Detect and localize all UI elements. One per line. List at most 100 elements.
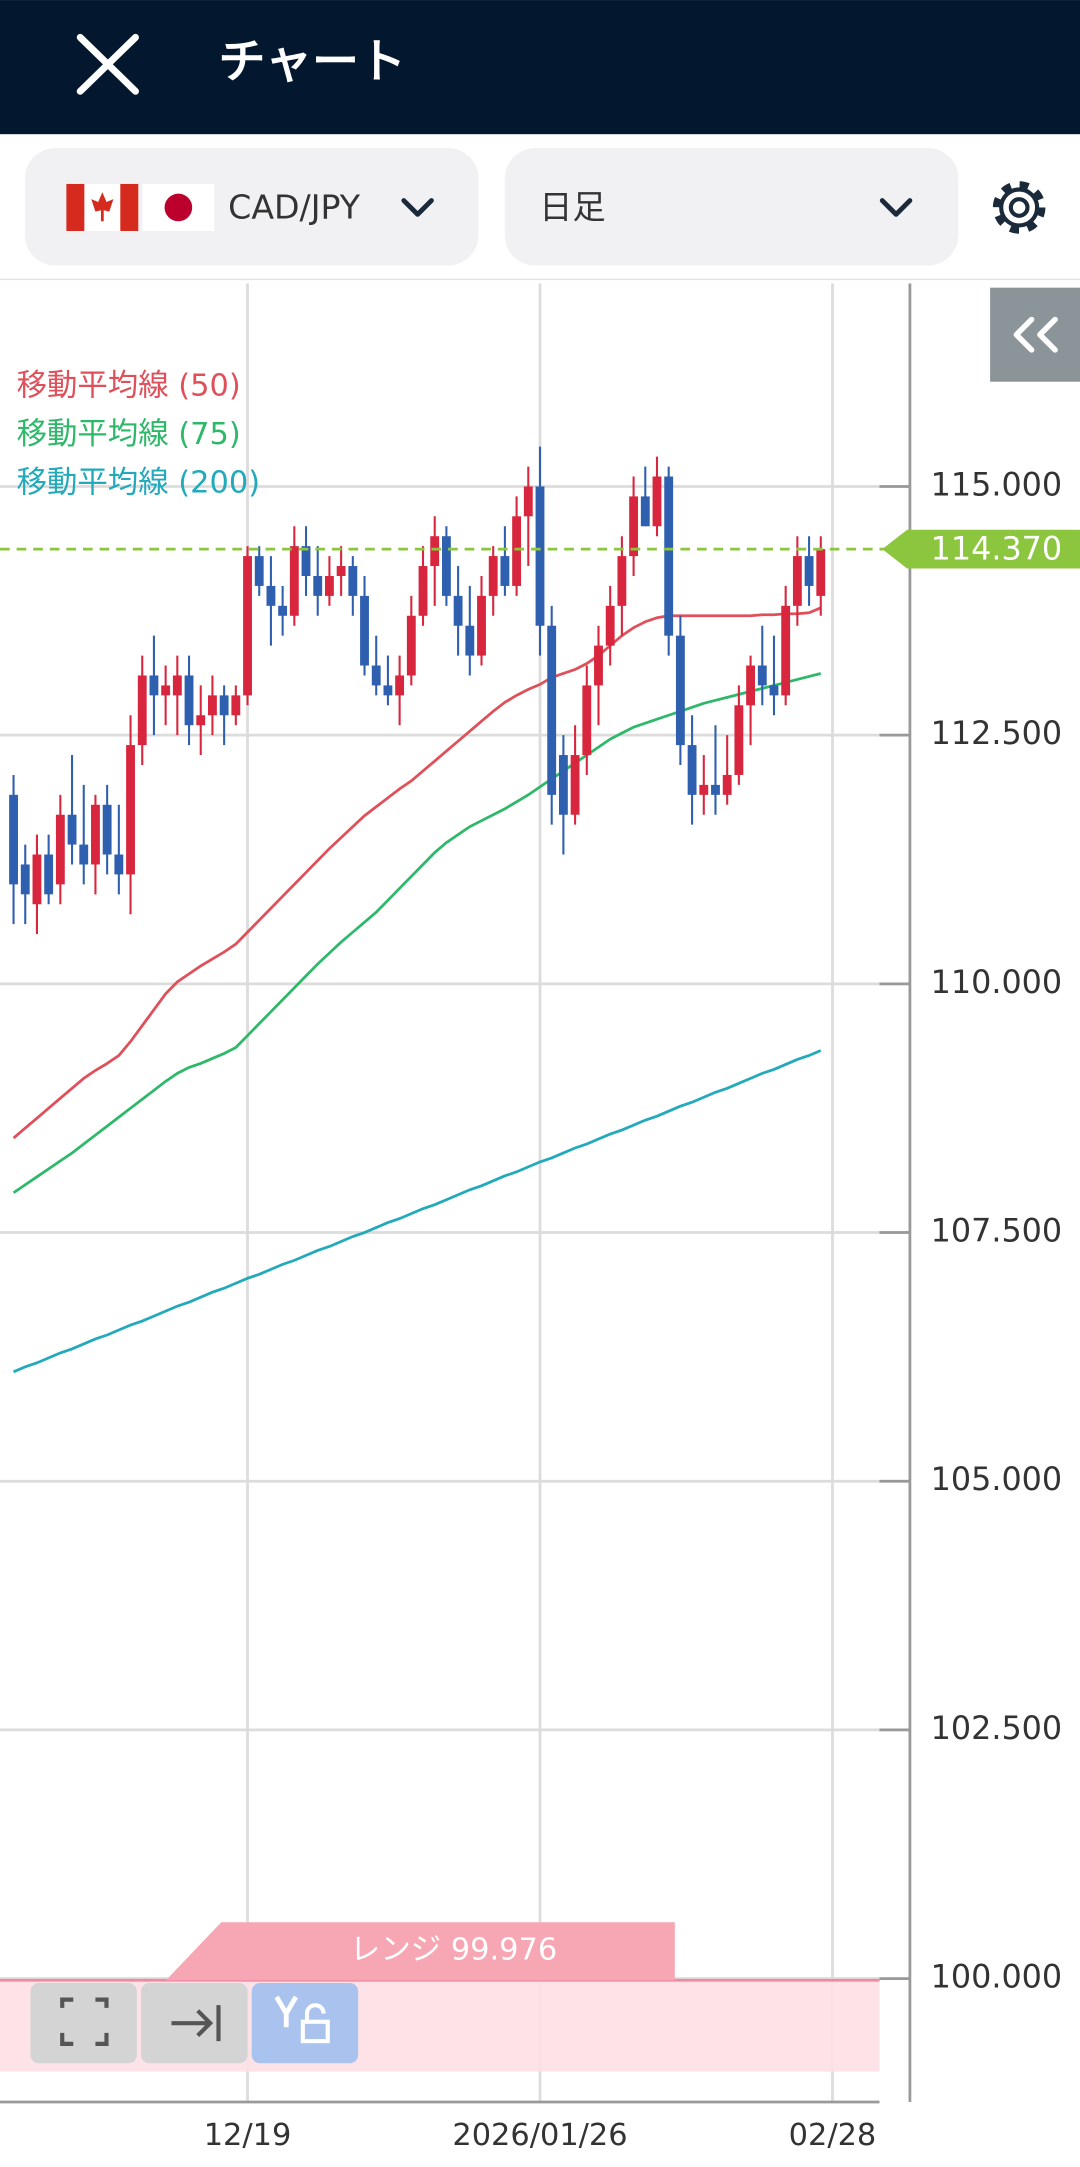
fullscreen-button[interactable] — [30, 1983, 137, 2064]
candle-body — [430, 536, 440, 567]
candle-body — [523, 486, 533, 517]
candle-body — [55, 814, 65, 885]
scroll-end-icon — [171, 2005, 221, 2042]
candle-body — [172, 675, 182, 696]
candle-body — [137, 675, 147, 746]
y-tick-label: 107.500 — [931, 1213, 1063, 1250]
legend-entry: 移動平均線 (75) — [17, 417, 241, 452]
close-button[interactable] — [76, 33, 139, 95]
fullscreen-icon — [60, 1997, 109, 2046]
collapse-button[interactable] — [990, 287, 1080, 382]
candle-body — [465, 625, 475, 656]
moving-average-line — [13, 1049, 822, 1374]
candle-body — [395, 675, 405, 696]
candle-body — [219, 695, 229, 716]
candle-body — [336, 566, 346, 576]
candle-body — [313, 575, 323, 596]
timeframe-selector[interactable] — [504, 148, 959, 266]
candle-body — [500, 556, 510, 586]
candle-body — [289, 546, 299, 616]
chevron — [401, 198, 434, 217]
candle-body — [441, 536, 451, 596]
candle-body — [558, 755, 568, 815]
candle-body — [547, 625, 557, 795]
candle-body — [570, 755, 580, 815]
candle-body — [781, 605, 791, 696]
candle-body — [675, 635, 685, 746]
header — [0, 0, 1080, 135]
candle-body — [488, 556, 498, 596]
y-tick-label: 102.500 — [931, 1710, 1063, 1747]
flag-jp — [142, 183, 215, 231]
range-tab — [165, 1922, 675, 1981]
candle-body — [816, 549, 826, 596]
candle-body — [617, 556, 627, 606]
candle-body — [687, 745, 697, 795]
candle-body — [418, 566, 428, 616]
candle-body — [32, 854, 42, 905]
pair-label: CAD/JPY — [228, 187, 361, 226]
lock-shackle — [304, 2003, 326, 2022]
candle-body — [278, 605, 288, 616]
candle-body — [734, 705, 744, 775]
candle-body — [348, 566, 358, 596]
settings-button[interactable] — [992, 181, 1046, 234]
x-tick-label: 2026/01/26 — [452, 2118, 627, 2153]
candle-body — [757, 665, 767, 686]
candle-body — [383, 685, 393, 696]
candle-body — [44, 854, 54, 895]
y-lock-icon — [274, 1995, 299, 2028]
candle-body — [149, 675, 159, 696]
y-tick-label: 112.500 — [931, 715, 1063, 752]
candle-body — [722, 774, 732, 795]
candle-body — [254, 556, 264, 586]
overlay: 100.000 102.500 105.000 107.500 110.000 112.5… — [17, 369, 1080, 2153]
candle-body — [453, 595, 463, 626]
candle-body — [535, 486, 545, 626]
candle-body — [664, 476, 674, 636]
candle-body — [640, 496, 650, 527]
candle-body — [301, 546, 311, 576]
candle-body — [208, 695, 217, 716]
flag-ca — [66, 183, 139, 231]
x-tick-label: 12/19 — [204, 2118, 292, 2153]
candle-body — [184, 675, 194, 726]
y-tick-label: 100.000 — [931, 1959, 1063, 1996]
candle-body — [231, 695, 241, 716]
candle-body — [406, 615, 416, 676]
y-tick-label: 115.000 — [931, 466, 1063, 503]
collapse-icon — [1013, 316, 1058, 353]
y-tick-label: 110.000 — [931, 964, 1063, 1001]
x-tick-label: 02/28 — [789, 2118, 877, 2153]
candle-body — [477, 595, 486, 656]
candle-body — [804, 556, 814, 586]
candle-body — [126, 745, 135, 875]
candle-body — [582, 685, 592, 756]
candle-body — [594, 645, 603, 686]
candle-body — [79, 844, 89, 865]
candle-body — [512, 516, 522, 586]
legend-entry: 移動平均線 (50) — [17, 369, 241, 404]
candle-body — [746, 665, 756, 706]
candle-body — [196, 715, 206, 726]
legend-entry: 移動平均線 (200) — [17, 466, 260, 501]
candle-body — [360, 595, 369, 666]
candle-body — [324, 575, 334, 596]
candle-body — [114, 854, 124, 875]
candle-body — [20, 864, 30, 895]
pair-selector[interactable] — [24, 148, 479, 266]
candle-body — [792, 556, 802, 606]
lock-icon — [300, 2019, 330, 2044]
candle-body — [699, 784, 709, 795]
price-tag — [882, 529, 1080, 569]
header-title: チャート — [218, 35, 406, 90]
candle-body — [243, 556, 252, 696]
candle-body — [371, 665, 381, 686]
candle-body — [9, 794, 18, 885]
moving-average-line — [12, 672, 822, 1194]
candle-body — [161, 685, 171, 696]
y-tick-label: 105.000 — [931, 1461, 1063, 1498]
